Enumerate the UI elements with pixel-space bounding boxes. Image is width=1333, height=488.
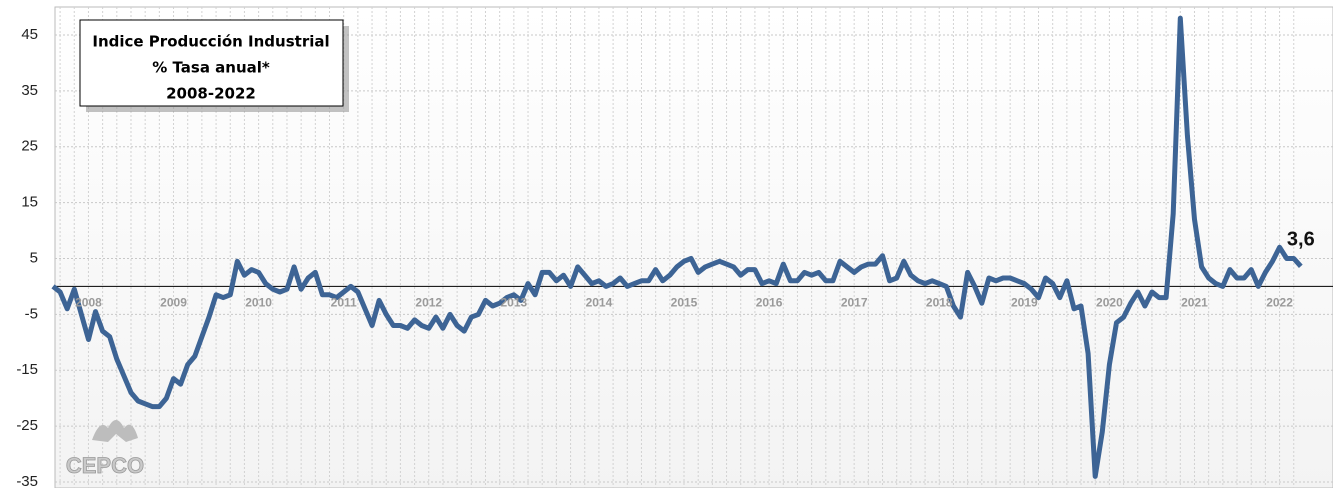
y-tick-label: -5 (25, 305, 38, 322)
y-tick-label: 45 (21, 26, 38, 43)
title-line: Indice Producción Industrial (92, 33, 329, 51)
y-tick-label: 15 (21, 194, 38, 211)
x-tick-label: 2013 (500, 296, 527, 310)
logo: CEPCO (65, 420, 145, 478)
y-tick-label: 25 (21, 138, 38, 155)
y-tick-label: 5 (30, 249, 38, 266)
title-box (79, 19, 344, 107)
y-tick-label: -25 (16, 417, 38, 434)
x-tick-label: 2010 (245, 296, 272, 310)
x-tick-label: 2015 (671, 296, 698, 310)
y-tick-label: 35 (21, 82, 38, 99)
x-tick-label: 2021 (1181, 296, 1208, 310)
x-tick-label: 2014 (586, 296, 613, 310)
x-tick-label: 2008 (75, 296, 102, 310)
x-tick-label: 2018 (926, 296, 953, 310)
x-tick-label: 2022 (1266, 296, 1293, 310)
x-tick-label: 2016 (756, 296, 783, 310)
title-line: 2008-2022 (166, 85, 256, 103)
x-tick-label: 2009 (160, 296, 187, 310)
x-tick-label: 2011 (331, 296, 357, 310)
y-tick-label: -35 (16, 473, 38, 488)
title-line: % Tasa anual* (152, 59, 270, 77)
y-tick-label: -15 (16, 361, 38, 378)
x-tick-label: 2017 (841, 296, 868, 310)
logo-text: CEPCO (66, 453, 144, 478)
x-tick-label: 2012 (415, 296, 442, 310)
series-line (51, 15, 1303, 479)
data-label: 3,6 (1287, 229, 1315, 251)
x-tick-label: 2020 (1096, 296, 1123, 310)
x-tick-label: 2019 (1011, 296, 1038, 310)
